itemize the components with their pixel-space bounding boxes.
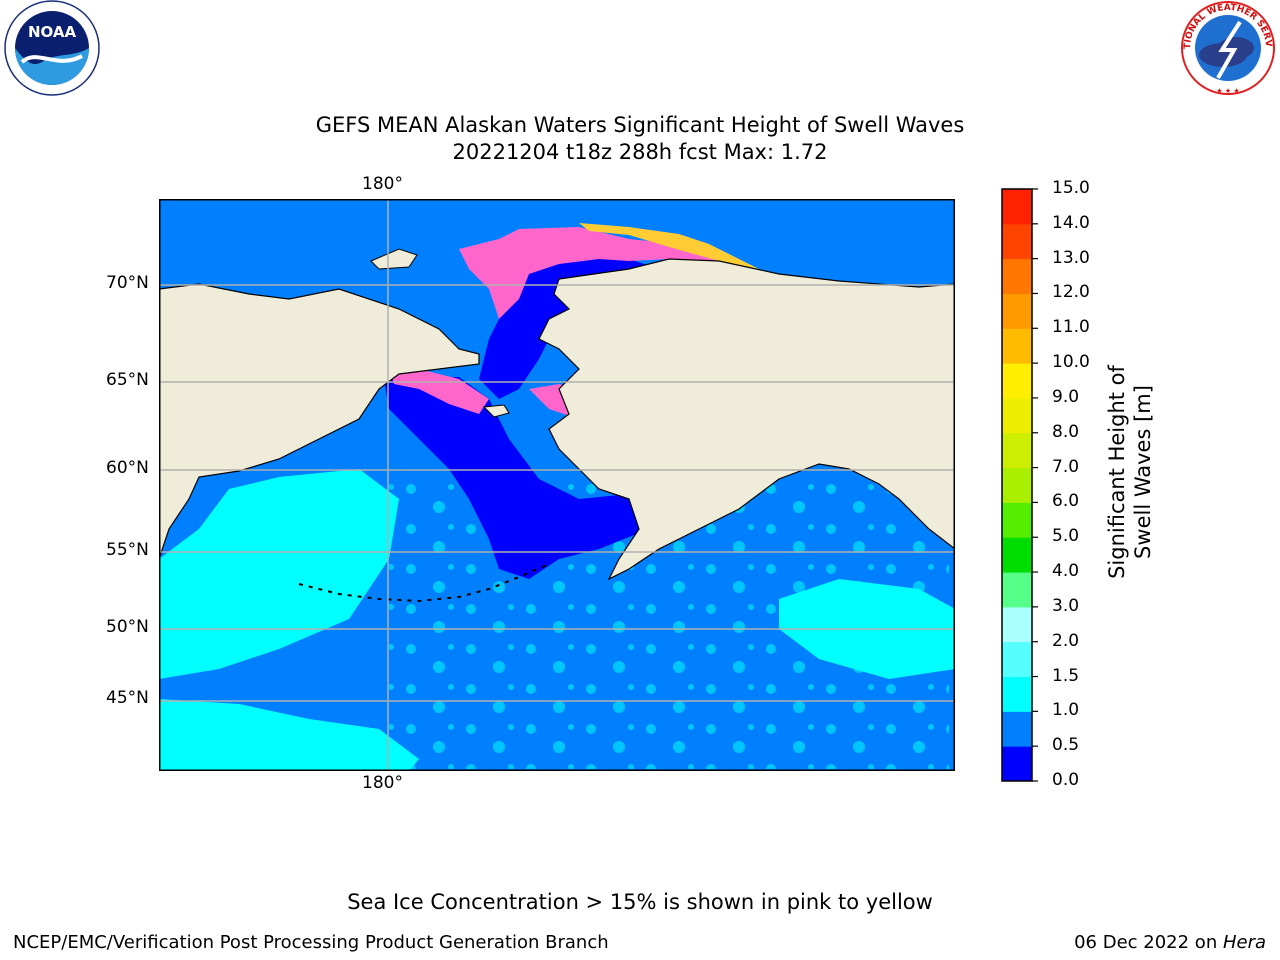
colorbar-tick-label: 4.0: [1052, 561, 1080, 582]
lat-label-65: 65°N: [106, 370, 149, 390]
colorbar-tick-label: 7.0: [1052, 456, 1080, 477]
lat-label-60: 60°N: [106, 458, 149, 478]
lat-label-55: 55°N: [106, 540, 149, 560]
colorbar-segment: [1002, 328, 1032, 364]
lat-label-45: 45°N: [106, 688, 149, 708]
land-aleutians: [298, 563, 550, 603]
colorbar-tick-label: 1.0: [1052, 700, 1080, 721]
lon-label-bottom: 180°: [362, 773, 403, 793]
map-gridlines: [159, 199, 955, 771]
colorbar-tick-label: 0.5: [1052, 735, 1080, 756]
colorbar-segment: [1002, 676, 1032, 712]
land-siberia: [159, 283, 480, 560]
swell-height-map: [159, 199, 955, 771]
land-alaska: [538, 258, 955, 581]
credit-text: NCEP/EMC/Verification Post Processing Pr…: [13, 932, 609, 953]
chart-subtitle: 20221204 t18z 288h fcst Max: 1.72: [452, 140, 828, 164]
colorbar-tick-label: 10.0: [1052, 352, 1090, 373]
colorbar-tick-label: 0.0: [1052, 770, 1080, 790]
colorbar-segment: [1002, 502, 1032, 538]
colorbar-tick-label: 12.0: [1052, 282, 1090, 303]
colorbar-tick-label: 13.0: [1052, 247, 1090, 268]
colorbar-segment: [1002, 641, 1032, 678]
swell-zone-high-west: [159, 469, 399, 679]
colorbar-tick-label: 3.0: [1052, 595, 1080, 616]
colorbar-segment: [1002, 189, 1032, 225]
swell-zone-high-southwest: [159, 699, 419, 771]
colorbar-segment: [1002, 746, 1032, 782]
colorbar-segment: [1002, 223, 1032, 260]
colorbar-tick-label: 11.0: [1052, 317, 1090, 338]
colorbar-tick-label: 8.0: [1052, 421, 1080, 442]
colorbar-tick-label: 15.0: [1052, 178, 1090, 198]
nws-logo: NATIONAL WEATHER SERVICE ★ ★ ★: [1174, 0, 1278, 100]
colorbar-tick-label: 5.0: [1052, 526, 1080, 547]
colorbar-tick-label: 2.0: [1052, 630, 1080, 651]
chart-title: GEFS MEAN Alaskan Waters Significant Hei…: [315, 113, 965, 137]
land-st-lawrence-island: [482, 404, 510, 418]
lat-label-70: 70°N: [106, 273, 149, 293]
colorbar-segment: [1002, 711, 1032, 747]
land-wrangel-island: [370, 248, 418, 270]
lat-label-50: 50°N: [106, 617, 149, 637]
colorbar-segment: [1002, 432, 1032, 469]
swell-zone-low-bering: [384, 377, 649, 579]
noaa-logo-text: NOAA: [28, 23, 77, 41]
colorbar-tick-label: 1.5: [1052, 665, 1080, 686]
sea-ice-edge: [579, 223, 769, 277]
date-text: 06 Dec 2022 on Hera: [1074, 932, 1266, 953]
colorbar-segment: [1002, 363, 1032, 399]
machine-name: Hera: [1222, 932, 1266, 953]
colorbar-segment: [1002, 572, 1032, 608]
svg-text:★ ★ ★: ★ ★ ★: [1216, 87, 1239, 95]
colorbar-segment: [1002, 606, 1032, 643]
colorbar-segment: [1002, 397, 1032, 434]
colorbar-tick-label: 9.0: [1052, 386, 1080, 407]
colorbar-label: Significant Height of Swell Waves [m]: [1105, 365, 1155, 579]
colorbar-segment: [1002, 293, 1032, 329]
colorbar-segment: [1002, 537, 1032, 573]
colorbar-segment: [1002, 467, 1032, 503]
colorbar: [1001, 188, 1038, 782]
sea-ice-note: Sea Ice Concentration > 15% is shown in …: [347, 890, 933, 914]
colorbar-tick-label: 6.0: [1052, 491, 1080, 512]
sea-ice-bering-coast: [389, 367, 489, 414]
colorbar-tick-label: 14.0: [1052, 212, 1090, 233]
colorbar-segment: [1002, 258, 1032, 294]
date-value: 06 Dec 2022 on: [1074, 932, 1223, 953]
lon-label-top: 180°: [362, 174, 403, 194]
noaa-logo: NOAA: [2, 0, 102, 100]
